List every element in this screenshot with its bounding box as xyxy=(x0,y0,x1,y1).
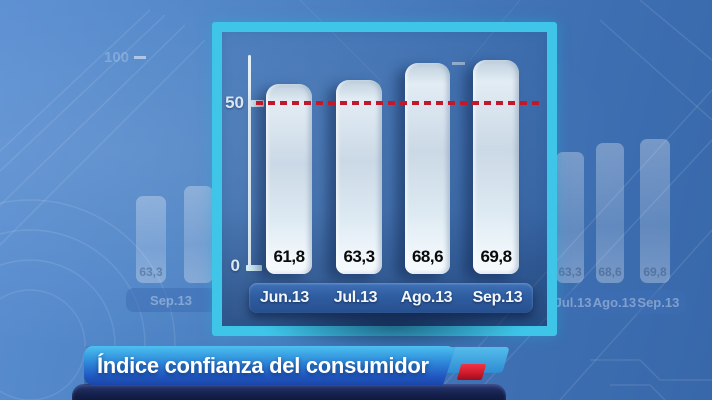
frame-bottom-shadow xyxy=(238,306,550,352)
ghost-bar: 63,3 xyxy=(136,196,166,283)
bar-value-label: 69,8 xyxy=(480,247,512,266)
chart-title: Índice confianza del consumidor xyxy=(97,353,429,378)
banner-accent-red xyxy=(456,364,487,380)
y-axis-label-50: 50 xyxy=(225,93,244,112)
ghost-date-label: Ago.13 xyxy=(592,294,637,310)
ghost-bar-value: 69,8 xyxy=(643,265,667,279)
bar-Jul.13: 63,3 xyxy=(336,80,382,274)
ghost-bar-value: 63,3 xyxy=(558,265,582,279)
ghost-bar: 63,3 xyxy=(556,152,584,283)
ghost-date-label: Jul.13 xyxy=(554,294,592,310)
bar-value-label: 63,3 xyxy=(343,247,375,266)
x-axis-label-Ago.13: Ago.13 xyxy=(400,289,453,306)
ghost-ytick-100: 100 xyxy=(104,49,130,66)
ghost-date-label: Sep.13 xyxy=(150,292,192,308)
ghost-bar: 68,6 xyxy=(596,143,624,283)
x-axis-date-band: Jun.13 Jul.13 Ago.13 Sep.13 xyxy=(249,283,533,313)
ghost-bar xyxy=(184,186,213,283)
x-axis-label-Jun.13: Jun.13 xyxy=(260,289,309,306)
y-axis-line xyxy=(248,55,251,270)
bar-Jun.13: 61,8 xyxy=(266,84,312,274)
ghost-tick-mark xyxy=(452,62,465,65)
y-axis-label-0: 0 xyxy=(230,256,240,275)
bar-value-label: 68,6 xyxy=(411,247,444,266)
ghost-bar: 69,8 xyxy=(640,139,670,283)
bar-Sep.13: 69,8 xyxy=(473,60,519,274)
ghost-bar-value: 63,3 xyxy=(139,265,163,279)
bar-Ago.13: 68,6 xyxy=(405,63,450,274)
ghost-date-label: Sep.13 xyxy=(637,294,680,310)
subtitle-bar xyxy=(72,384,506,400)
title-banner: Índice confianza del consumidor xyxy=(84,346,456,385)
ghost-tick-mark xyxy=(134,56,146,59)
reference-line-50 xyxy=(256,101,540,105)
ghost-date-band: Sep.13 xyxy=(126,288,216,312)
x-axis-label-Sep.13: Sep.13 xyxy=(472,289,523,306)
bar-value-label: 61,8 xyxy=(273,247,305,266)
ghost-bar-value: 68,6 xyxy=(598,265,622,279)
x-axis-label-Jul.13: Jul.13 xyxy=(333,289,378,306)
ghost-date-band: Jul.13 Ago.13 Sep.13 xyxy=(548,290,686,314)
y-axis-tick-0 xyxy=(246,265,262,271)
